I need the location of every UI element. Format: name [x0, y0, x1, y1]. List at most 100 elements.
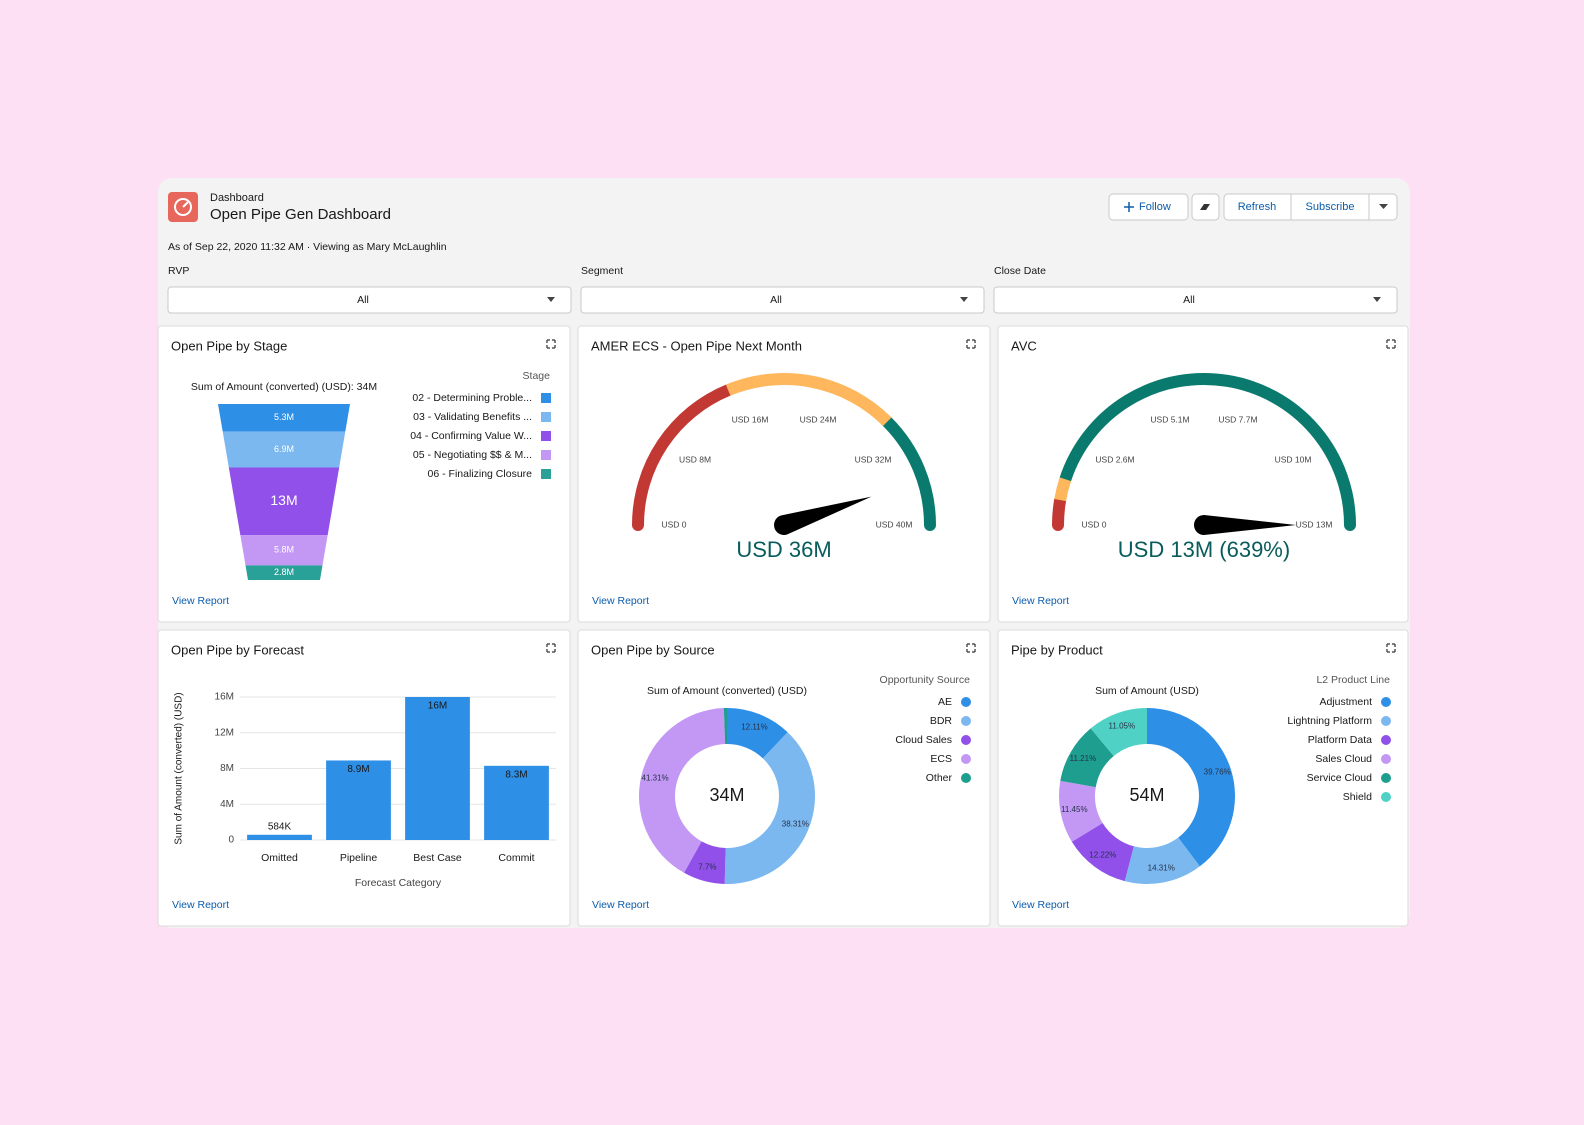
- filter-label: RVP: [168, 265, 189, 277]
- legend-label: 04 - Confirming Value W...: [410, 430, 532, 442]
- y-tick-label: 0: [228, 835, 234, 846]
- donut-slice: [684, 841, 726, 884]
- legend-swatch: [961, 735, 971, 745]
- legend-swatch: [541, 469, 551, 479]
- dashboard-icon-glyph: [182, 201, 189, 208]
- expand-icon[interactable]: [546, 339, 556, 349]
- button-group: Refresh Subscribe: [1223, 193, 1398, 221]
- expand-icon[interactable]: [1386, 643, 1396, 653]
- donut-slice: [724, 732, 815, 884]
- expand-icon[interactable]: [966, 339, 976, 349]
- donut-slice: [1147, 708, 1236, 867]
- legend-swatch: [541, 431, 551, 441]
- menu-button[interactable]: [1379, 204, 1388, 209]
- legend-swatch: [541, 393, 551, 403]
- button-frame: [1108, 193, 1189, 221]
- gauge-tick-label: USD 10M: [1275, 455, 1312, 465]
- filter-label: Segment: [581, 265, 623, 277]
- legend-swatch: [961, 773, 971, 783]
- plus-icon: [1124, 202, 1134, 212]
- y-tick-label: 16M: [215, 692, 234, 703]
- bar: [326, 760, 391, 840]
- legend-swatch: [1381, 754, 1391, 764]
- widget-title: Open Pipe by Forecast: [171, 642, 304, 657]
- donut-slice: [723, 708, 727, 745]
- expand-icon[interactable]: [966, 643, 976, 653]
- data-label: 7.7%: [698, 862, 716, 871]
- legend-swatch: [1381, 773, 1391, 783]
- legend-swatch: [541, 412, 551, 422]
- gauge-needle: [774, 496, 872, 535]
- legend-title: Opportunity Source: [880, 674, 971, 686]
- data-label: 13M: [270, 492, 297, 508]
- data-label: 38.31%: [782, 819, 809, 828]
- filter-select[interactable]: [167, 286, 572, 314]
- filter-value: All: [1183, 294, 1195, 306]
- data-label: 11.05%: [1109, 722, 1136, 731]
- view-report-link[interactable]: View Report: [1012, 595, 1069, 607]
- gauge-band: [632, 384, 735, 531]
- data-label: 11.45%: [1061, 805, 1088, 814]
- filter-select[interactable]: [993, 286, 1398, 314]
- view-report-link[interactable]: View Report: [592, 595, 649, 607]
- data-label: 12.11%: [741, 722, 768, 731]
- legend-label: Adjustment: [1319, 696, 1372, 708]
- legend-swatch: [961, 754, 971, 764]
- donut-center-label: 54M: [1129, 785, 1164, 805]
- legend-swatch: [541, 450, 551, 460]
- funnel-segment: [228, 467, 340, 536]
- widget-title: Open Pipe by Source: [591, 642, 715, 657]
- expand-icon[interactable]: [546, 643, 556, 653]
- widget-title: AVC: [1011, 338, 1037, 353]
- filter-value: All: [357, 294, 369, 306]
- gauge-tick-label: USD 32M: [855, 455, 892, 465]
- filter-value: All: [770, 294, 782, 306]
- data-label: 5.8M: [274, 545, 294, 555]
- share-icon: [1200, 204, 1210, 210]
- expand-icon[interactable]: [1386, 339, 1396, 349]
- gauge-band: [1054, 477, 1072, 502]
- legend-label: Cloud Sales: [895, 734, 952, 746]
- filter-select[interactable]: [580, 286, 985, 314]
- gauge-band: [881, 415, 936, 531]
- data-label: 12.22%: [1089, 850, 1116, 859]
- widget-title: Open Pipe by Stage: [171, 338, 287, 353]
- legend-swatch: [961, 697, 971, 707]
- gauge-tick-label: USD 8M: [679, 455, 711, 465]
- legend-label: 06 - Finalizing Closure: [428, 468, 533, 480]
- share-button[interactable]: [1191, 193, 1220, 221]
- view-report-link[interactable]: View Report: [592, 899, 649, 911]
- legend-label: ECS: [930, 753, 952, 765]
- view-report-link[interactable]: View Report: [172, 595, 229, 607]
- gauge-value: USD 36M: [736, 537, 831, 562]
- button-label: Follow: [1139, 201, 1171, 213]
- donut-slice: [727, 708, 788, 759]
- donut-slice: [639, 708, 726, 873]
- widget-title: AMER ECS - Open Pipe Next Month: [591, 338, 802, 353]
- gauge-tick-label: USD 0: [661, 519, 686, 529]
- data-label: 584K: [268, 821, 292, 832]
- widget-card: [577, 325, 991, 623]
- data-label: 41.31%: [642, 774, 669, 783]
- legend-swatch: [961, 716, 971, 726]
- gauge-tick-label: USD 2.6M: [1095, 455, 1134, 465]
- view-report-link[interactable]: View Report: [1012, 899, 1069, 911]
- refresh-button[interactable]: Refresh: [1238, 201, 1277, 213]
- y-tick-label: 4M: [220, 799, 234, 810]
- button-frame: [1223, 193, 1398, 221]
- legend-title: L2 Product Line: [1316, 674, 1390, 686]
- filter-caret: [960, 297, 968, 302]
- legend-label: Lightning Platform: [1287, 715, 1372, 727]
- y-axis-label: Sum of Amount (converted) (USD): [174, 692, 185, 844]
- filter-label: Close Date: [994, 265, 1046, 277]
- funnel-segment: [218, 404, 350, 432]
- legend-label: 03 - Validating Benefits ...: [413, 411, 532, 423]
- subscribe-button[interactable]: Subscribe: [1306, 201, 1355, 213]
- filter-caret: [1373, 297, 1381, 302]
- follow-button[interactable]: Follow: [1108, 193, 1189, 221]
- data-label: 39.76%: [1204, 768, 1231, 777]
- data-label: 5.3M: [274, 412, 294, 422]
- donut-slice: [1090, 708, 1147, 757]
- view-report-link[interactable]: View Report: [172, 899, 229, 911]
